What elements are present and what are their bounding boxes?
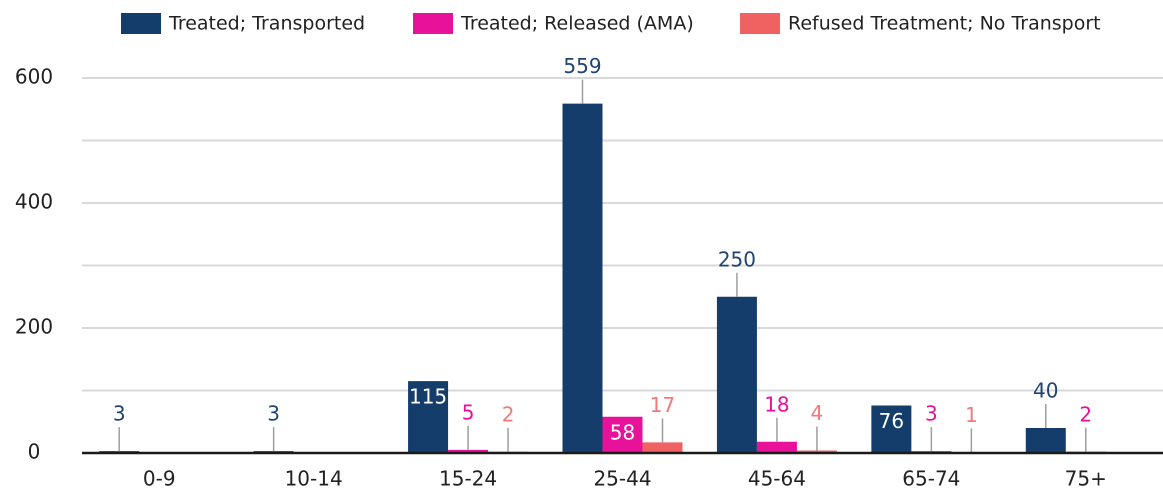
- bar: [642, 442, 683, 453]
- legend-label: Treated; Transported: [168, 13, 365, 35]
- bar: [716, 296, 757, 453]
- data-label: 3: [925, 402, 938, 426]
- x-tick-label: 25-44: [593, 467, 651, 491]
- bar: [408, 381, 449, 453]
- data-label: 2: [502, 402, 515, 426]
- bar: [1025, 428, 1066, 453]
- x-tick-label: 45-64: [748, 467, 806, 491]
- legend-label: Refused Treatment; No Transport: [788, 13, 1101, 35]
- data-label: 559: [563, 54, 601, 78]
- y-tick-label: 0: [28, 440, 41, 464]
- data-label: 250: [718, 247, 756, 271]
- bar: [756, 441, 797, 453]
- data-label: 18: [764, 392, 789, 416]
- data-label: 76: [879, 409, 904, 433]
- data-label: 115: [409, 385, 447, 409]
- x-tick-label: 65-74: [902, 467, 960, 491]
- data-label: 5: [462, 400, 475, 424]
- data-label: 3: [267, 402, 280, 426]
- legend-label: Treated; Released (AMA): [460, 13, 694, 35]
- y-tick-label: 200: [15, 315, 53, 339]
- data-label: 2: [1079, 402, 1092, 426]
- bar: [448, 449, 489, 453]
- x-tick-label: 10-14: [285, 467, 343, 491]
- x-tick-label: 15-24: [439, 467, 497, 491]
- x-tick-label: 0-9: [143, 467, 176, 491]
- legend-swatch: [413, 13, 453, 34]
- y-tick-label: 400: [15, 190, 53, 214]
- y-tick-label: 600: [15, 65, 53, 89]
- data-label: 1: [965, 403, 978, 427]
- bar: [562, 103, 603, 453]
- data-label: 58: [610, 420, 635, 444]
- data-label: 17: [650, 393, 675, 417]
- data-label: 3: [113, 402, 126, 426]
- bar: [602, 416, 643, 453]
- x-tick-label: 75+: [1065, 467, 1107, 491]
- legend-swatch: [121, 13, 161, 34]
- bar: [871, 405, 912, 453]
- legend-swatch: [740, 13, 780, 34]
- data-label: 4: [811, 401, 824, 425]
- data-label: 40: [1033, 379, 1058, 403]
